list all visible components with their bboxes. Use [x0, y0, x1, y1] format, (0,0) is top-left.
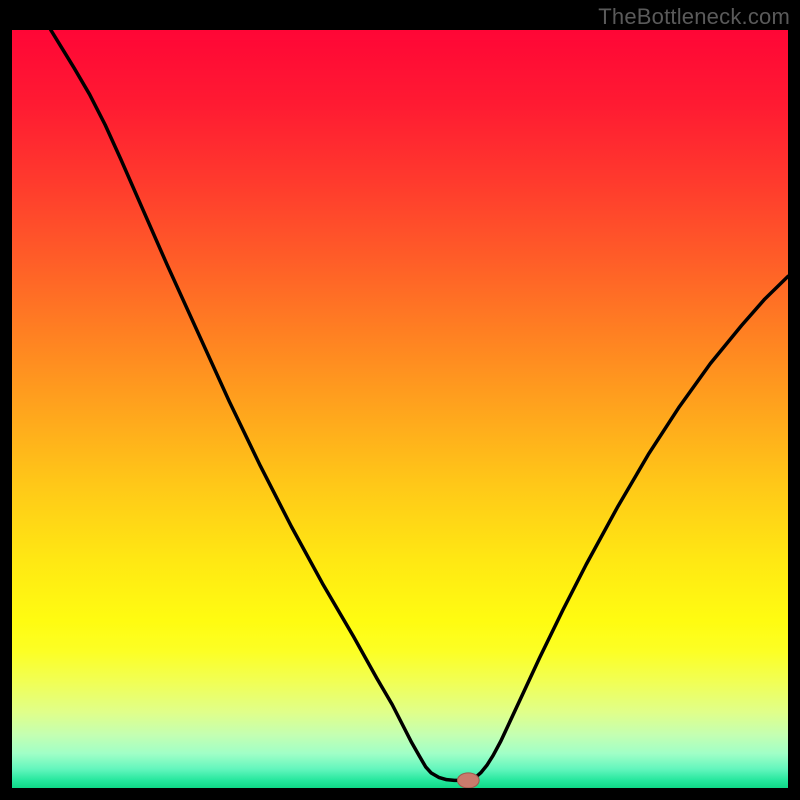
optimum-marker [457, 773, 479, 788]
gradient-background [12, 30, 788, 788]
watermark-text: TheBottleneck.com [598, 4, 790, 30]
bottleneck-chart [12, 30, 788, 788]
chart-frame: TheBottleneck.com [0, 0, 800, 800]
